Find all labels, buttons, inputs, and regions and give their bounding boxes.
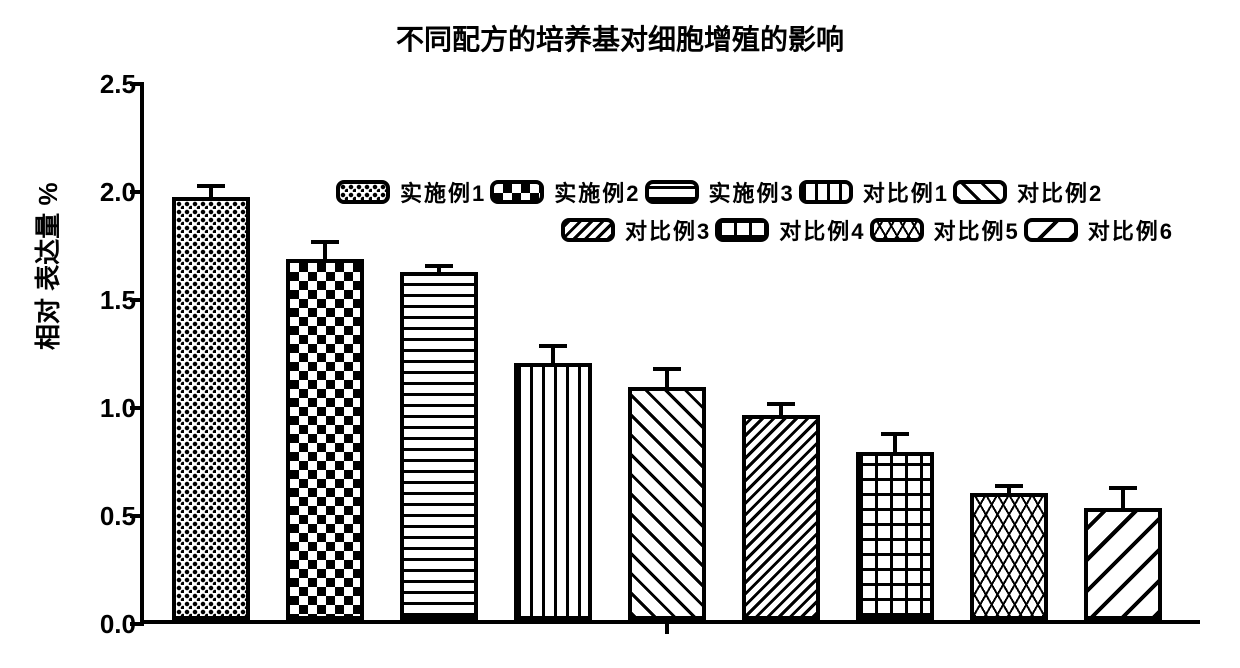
error-bar-stem: [551, 346, 555, 363]
x-axis-tick: [665, 620, 669, 634]
legend-swatch: [561, 218, 615, 242]
error-bar-cap: [425, 264, 453, 268]
y-tick-label: 2.0: [76, 177, 136, 208]
error-bar-stem: [323, 242, 327, 259]
legend-item: 对比例5: [870, 214, 1020, 246]
legend-swatch: [870, 218, 924, 242]
bar: [742, 415, 820, 620]
error-bar-cap: [311, 240, 339, 244]
legend-item: 对比例6: [1024, 214, 1174, 246]
legend-label: 对比例1: [863, 176, 949, 208]
bar: [628, 387, 706, 620]
legend-swatch: [336, 180, 390, 204]
error-bar-cap: [767, 402, 795, 406]
bar: [172, 197, 250, 620]
legend-item: 对比例4: [715, 214, 865, 246]
legend-swatch: [645, 180, 699, 204]
bar: [286, 259, 364, 620]
y-tick-label: 0.0: [76, 609, 136, 640]
error-bar-cap: [197, 184, 225, 188]
y-tick-label: 2.5: [76, 69, 136, 100]
legend-label: 实施例3: [709, 176, 795, 208]
error-bar-stem: [893, 434, 897, 451]
legend-row: 对比例3 对比例4 对比例5 对比例6: [561, 214, 1240, 252]
legend-label: 对比例3: [625, 214, 711, 246]
error-bar-cap: [995, 484, 1023, 488]
chart-canvas: 不同配方的培养基对细胞增殖的影响 相对 表达量 % 实施例1 实施例2 实施例3 对比…: [0, 0, 1240, 668]
bar: [856, 452, 934, 620]
legend-swatch: [799, 180, 853, 204]
error-bar-cap: [653, 367, 681, 371]
chart-title: 不同配方的培养基对细胞增殖的影响: [0, 18, 1240, 58]
y-axis-label: 相对 表达量 %: [28, 182, 65, 350]
bar: [514, 363, 592, 620]
error-bar-stem: [665, 369, 669, 386]
error-bar-cap: [539, 344, 567, 348]
legend-swatch: [490, 180, 544, 204]
y-tick-label: 0.5: [76, 501, 136, 532]
bar: [1084, 508, 1162, 620]
bar: [970, 493, 1048, 620]
legend-label: 实施例1: [400, 176, 486, 208]
legend-item: 对比例3: [561, 214, 711, 246]
legend-label: 对比例4: [779, 214, 865, 246]
legend-item: 对比例2: [953, 176, 1103, 208]
legend: 实施例1 实施例2 实施例3 对比例1 对比例2 对比例3 对比例4 对比例5 对比例6: [336, 176, 1240, 252]
legend-label: 对比例2: [1017, 176, 1103, 208]
plot-area: 实施例1 实施例2 实施例3 对比例1 对比例2 对比例3 对比例4 对比例5 对比例6: [140, 84, 1200, 624]
legend-label: 实施例2: [554, 176, 640, 208]
legend-swatch: [953, 180, 1007, 204]
bar: [400, 272, 478, 620]
y-tick-label: 1.5: [76, 285, 136, 316]
legend-swatch: [1024, 218, 1078, 242]
legend-item: 实施例3: [645, 176, 795, 208]
legend-item: 对比例1: [799, 176, 949, 208]
y-tick-label: 1.0: [76, 393, 136, 424]
legend-item: 实施例1: [336, 176, 486, 208]
legend-row: 实施例1 实施例2 实施例3 对比例1 对比例2: [336, 176, 1240, 214]
legend-label: 对比例5: [934, 214, 1020, 246]
error-bar-cap: [881, 432, 909, 436]
error-bar-stem: [1121, 488, 1125, 507]
legend-swatch: [715, 218, 769, 242]
legend-label: 对比例6: [1088, 214, 1174, 246]
legend-item: 实施例2: [490, 176, 640, 208]
error-bar-cap: [1109, 486, 1137, 490]
